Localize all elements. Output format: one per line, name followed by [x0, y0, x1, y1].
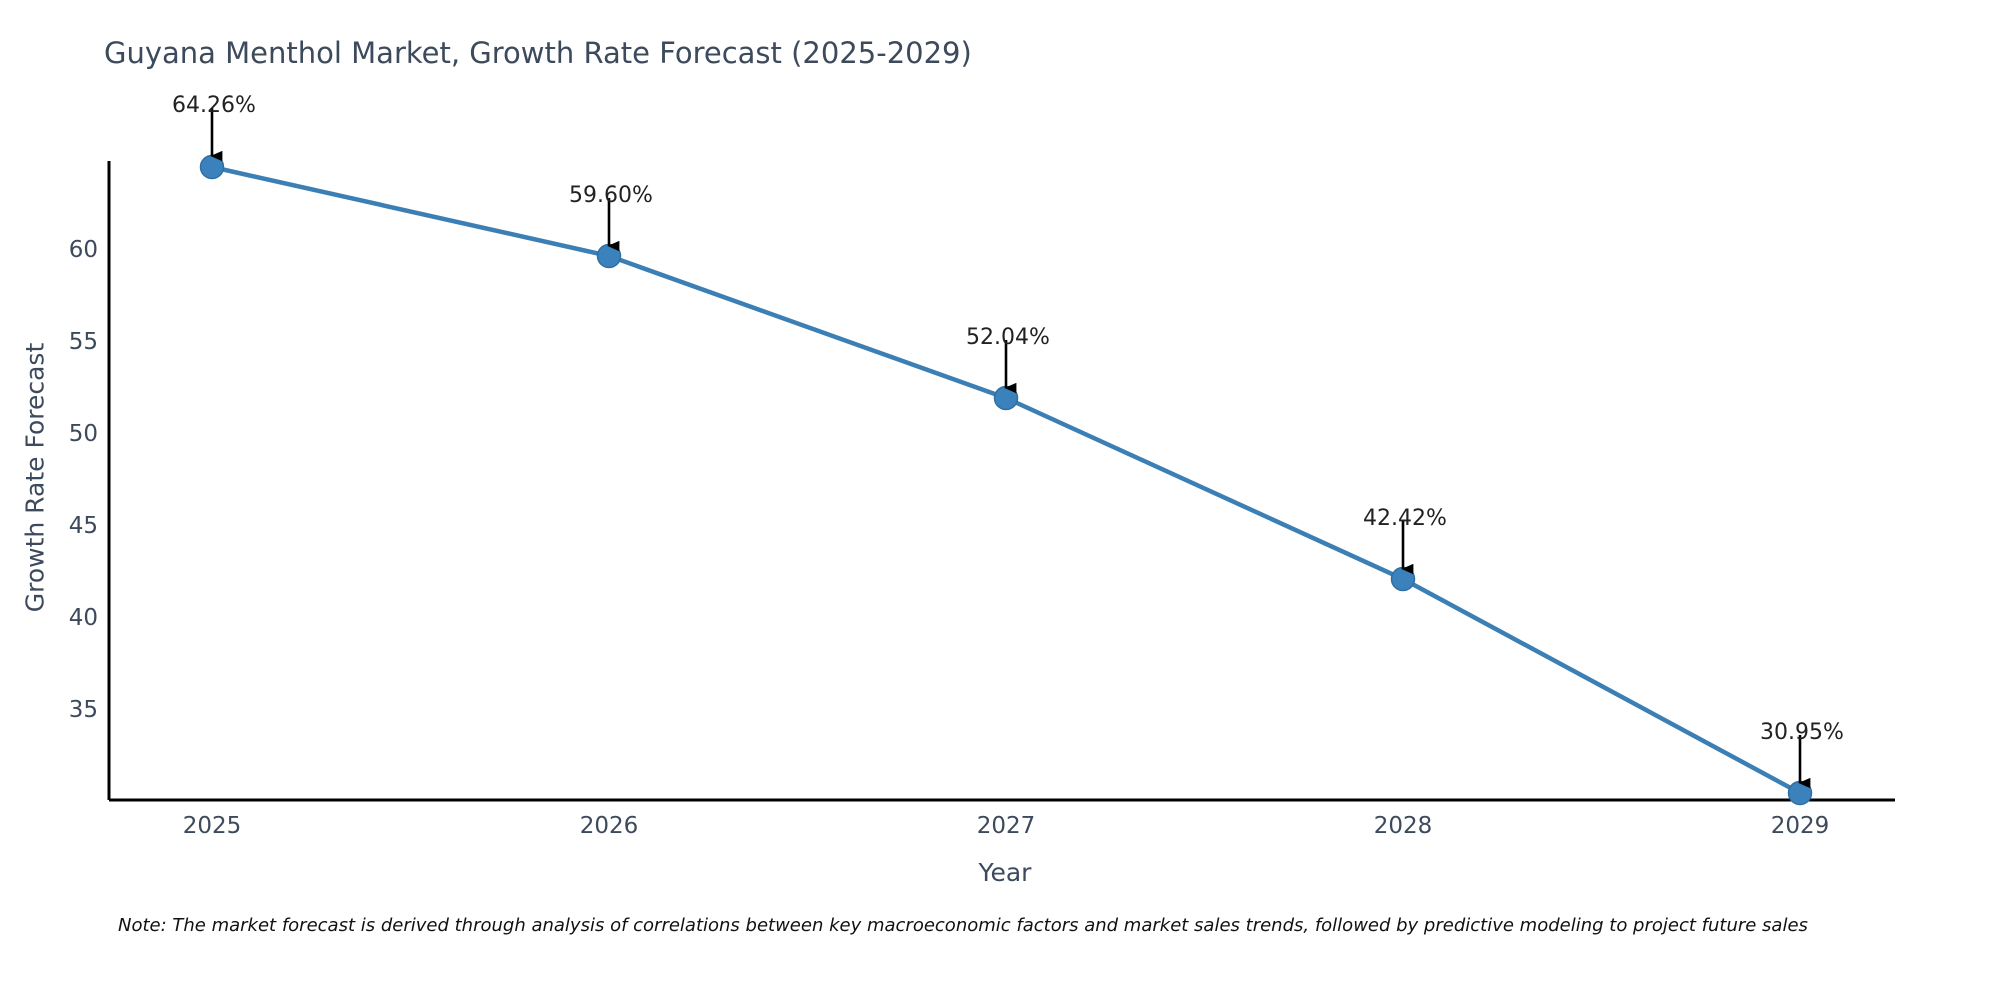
- x-tick-label: 2025: [182, 813, 242, 839]
- data-point-label: 42.42%: [1363, 506, 1447, 531]
- x-axis-title: Year: [0, 858, 2000, 887]
- data-point-label: 59.60%: [569, 183, 653, 208]
- y-axis-tick-labels: 60 55 50 45 40 35: [20, 0, 98, 1000]
- data-point-marker[interactable]: [1787, 780, 1813, 806]
- data-point-label: 64.26%: [172, 93, 256, 118]
- y-tick-label: 55: [68, 329, 98, 355]
- x-tick-label: 2029: [1770, 813, 1830, 839]
- chart-footnote: Note: The market forecast is derived thr…: [118, 915, 1808, 936]
- y-tick-label: 35: [68, 697, 98, 723]
- data-point-marker[interactable]: [199, 154, 225, 180]
- data-point-marker[interactable]: [1390, 566, 1416, 592]
- data-point-label: 30.95%: [1760, 720, 1844, 745]
- x-tick-label: 2026: [579, 813, 639, 839]
- y-axis-title: Growth Rate Forecast: [20, 342, 50, 613]
- data-point-marker[interactable]: [993, 385, 1019, 411]
- x-axis-title-text: Year: [978, 858, 1032, 887]
- x-tick-label: 2027: [976, 813, 1036, 839]
- chart-title: Guyana Menthol Market, Growth Rate Forec…: [104, 36, 972, 70]
- x-tick-label: 2028: [1373, 813, 1433, 839]
- data-point-marker[interactable]: [596, 243, 622, 269]
- y-tick-label: 50: [68, 421, 98, 447]
- y-tick-label: 45: [68, 513, 98, 539]
- y-tick-label: 60: [68, 237, 98, 263]
- data-point-label: 52.04%: [966, 325, 1050, 350]
- y-tick-label: 40: [68, 605, 98, 631]
- data-line-series-growth-rate: [209, 164, 1803, 796]
